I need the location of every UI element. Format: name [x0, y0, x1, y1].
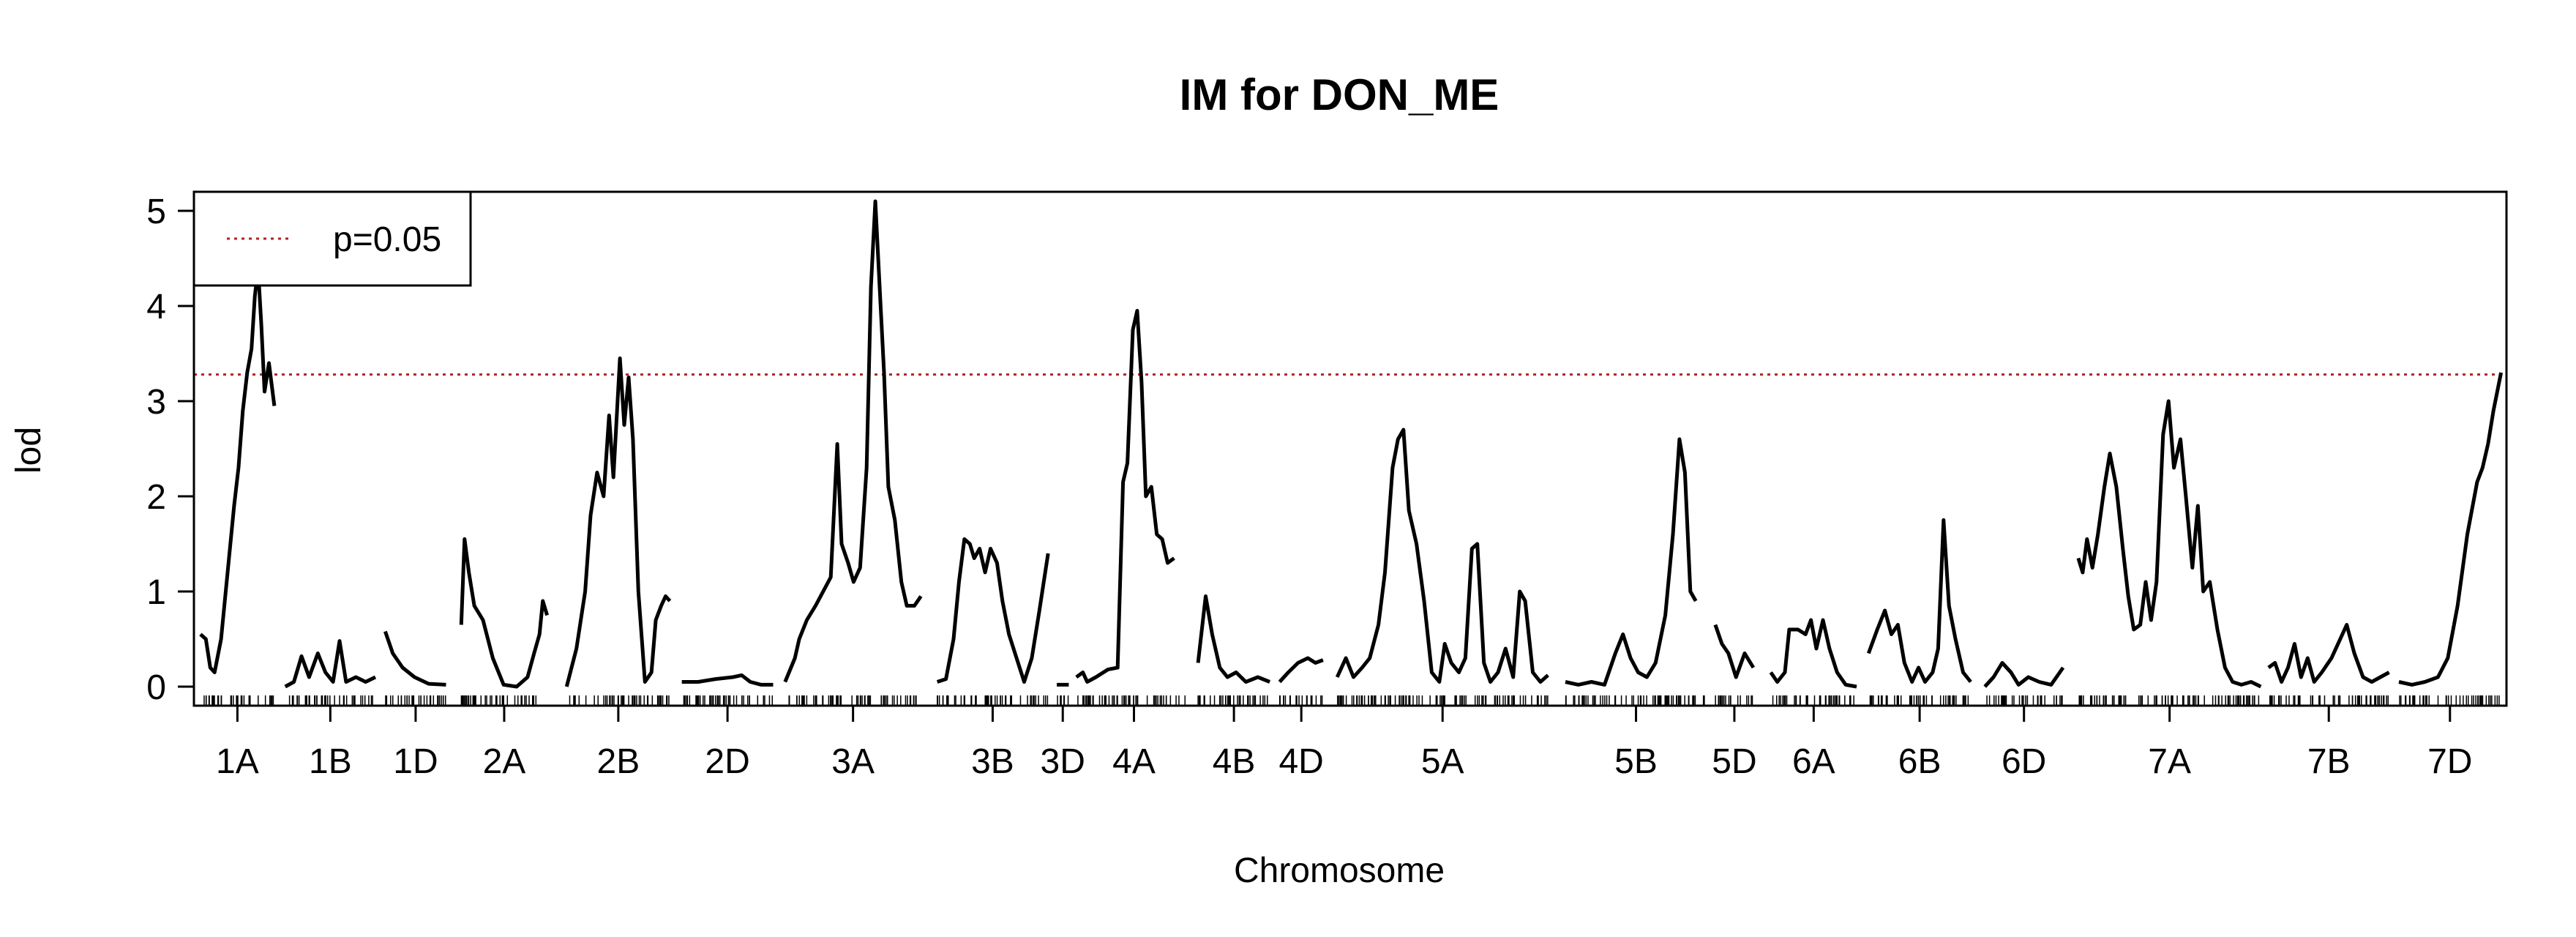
lod-curve-5D	[1713, 624, 1756, 679]
x-tick-label-5A: 5A	[1421, 742, 1464, 781]
x-tick-label-5B: 5B	[1614, 742, 1658, 781]
lod-curve-1D	[383, 630, 446, 687]
lod-curve-7D	[2398, 372, 2504, 687]
x-tick-label-7B: 7B	[2307, 742, 2351, 781]
x-tick-label-1D: 1D	[393, 742, 438, 781]
lod-curve-5A	[1335, 428, 1549, 684]
y-tick-label-2: 2	[146, 478, 166, 517]
lod-curve-2A	[459, 537, 549, 689]
y-tick-label-5: 5	[146, 193, 166, 231]
x-tick-label-3B: 3B	[971, 742, 1014, 781]
lod-curve-6D	[1983, 661, 2065, 688]
chart-title: IM for DON_ME	[1180, 70, 1499, 119]
marker-rug	[203, 695, 2500, 706]
legend-threshold-label: p=0.05	[333, 220, 441, 259]
lod-curve-7A	[2076, 399, 2262, 689]
x-tick-label-1A: 1A	[216, 742, 259, 781]
y-tick-label-0: 0	[146, 668, 166, 707]
legend-box	[192, 190, 472, 287]
y-tick-label-4: 4	[146, 288, 166, 326]
lod-curve-2B	[564, 356, 672, 687]
x-tick-label-4D: 4D	[1278, 742, 1323, 781]
x-tick-label-6A: 6A	[1792, 742, 1835, 781]
lod-curve-6A	[1769, 618, 1857, 689]
lod-curve-4B	[1196, 594, 1271, 684]
lod-curve-3A	[783, 199, 923, 683]
legend: p=0.05	[192, 190, 472, 287]
lod-curves	[199, 199, 2504, 689]
x-tick-label-2B: 2B	[597, 742, 640, 781]
lod-curve-6B	[1866, 518, 1972, 684]
x-tick-label-4A: 4A	[1112, 742, 1156, 781]
x-tick-label-3D: 3D	[1041, 742, 1085, 781]
x-axis-label: Chromosome	[1234, 851, 1445, 890]
lod-curve-1A	[199, 266, 277, 674]
plot-frame	[192, 190, 2508, 707]
x-tick-label-2D: 2D	[705, 742, 749, 781]
x-tick-label-7A: 7A	[2148, 742, 2191, 781]
lod-curve-5B	[1565, 437, 1698, 687]
x-tick-label-4B: 4B	[1213, 742, 1256, 781]
lod-curve-1B	[284, 639, 377, 689]
lod-curve-2D	[681, 673, 774, 687]
lod-curve-4D	[1278, 656, 1324, 684]
x-tick-label-5D: 5D	[1712, 742, 1756, 781]
x-tick-label-6D: 6D	[2002, 742, 2046, 781]
x-tick-label-1B: 1B	[309, 742, 352, 781]
lod-curve-7B	[2267, 623, 2390, 684]
lod-curve-3B	[936, 537, 1050, 684]
axes: 0 1 2 3 4 5 1A 1B 1D 2A 2B 2D 3A 3B 3D 4A 4B 4D 5A 5B 5D 6A 6B…	[146, 193, 2472, 781]
x-tick-label-2A: 2A	[483, 742, 526, 781]
x-tick-label-3A: 3A	[831, 742, 875, 781]
x-tick-label-7D: 7D	[2427, 742, 2472, 781]
y-tick-label-3: 3	[146, 383, 166, 422]
x-tick-label-6B: 6B	[1898, 742, 1942, 781]
y-axis-label: lod	[10, 427, 48, 474]
lod-curve-4A	[1075, 309, 1175, 684]
y-tick-label-1: 1	[146, 573, 166, 612]
